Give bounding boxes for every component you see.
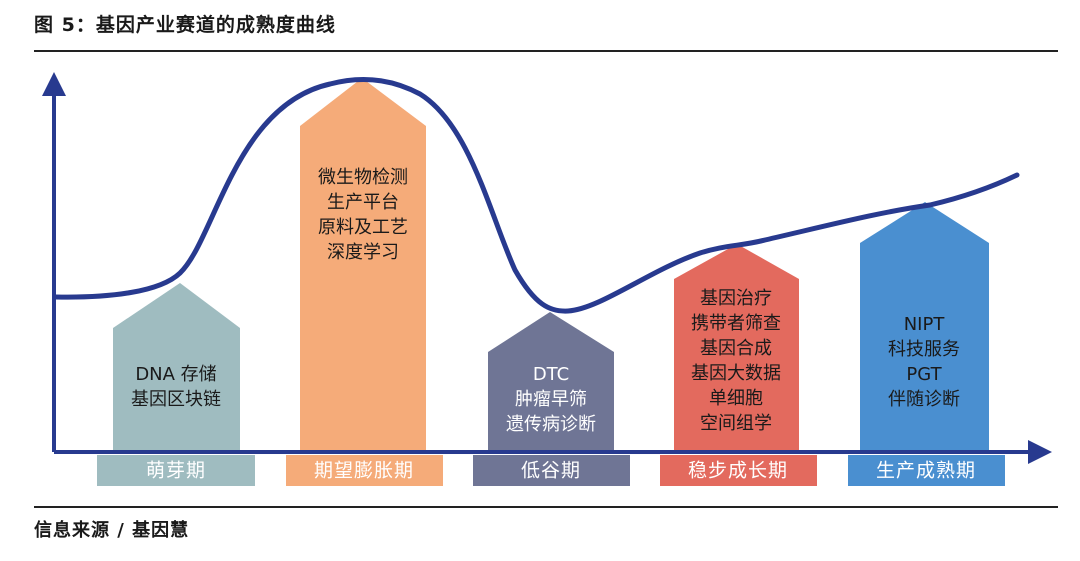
expectation-item: 生产平台: [327, 192, 399, 213]
mature-item: 科技服务: [888, 339, 960, 360]
stage-shape-expectation: [300, 78, 426, 452]
source-note: 信息来源 / 基因慧: [34, 520, 190, 541]
trough-item: DTC: [533, 364, 569, 385]
bottom-rule: [34, 506, 1058, 508]
stage-label-sprouting: 萌芽期: [146, 460, 206, 482]
growth-item: 单细胞: [709, 388, 763, 409]
stage-label-box-expectation: [286, 455, 443, 486]
stage-label-mature: 生产成熟期: [876, 460, 976, 482]
stage-label-box-growth: [660, 455, 817, 486]
stage-shape-growth: [674, 244, 799, 452]
stage-shape-trough: [488, 312, 614, 452]
growth-item: 基因治疗: [700, 288, 772, 309]
stage-label-box-mature: [848, 455, 1005, 486]
mature-item: 伴随诊断: [888, 389, 960, 410]
mature-item: NIPT: [904, 314, 946, 335]
stage-label-box-trough: [473, 455, 630, 486]
stage-label-trough: 低谷期: [521, 460, 581, 482]
top-rule: [34, 50, 1058, 52]
expectation-item: 原料及工艺: [318, 217, 408, 238]
growth-item: 基因大数据: [691, 363, 781, 384]
stage-shape-sprouting: [113, 283, 240, 452]
trough-item: 肿瘤早筛: [515, 389, 587, 410]
growth-item: 空间组学: [700, 413, 772, 434]
maturity-curve: [53, 76, 1020, 314]
mature-item: PGT: [906, 364, 942, 385]
expectation-item: 深度学习: [327, 242, 399, 263]
figure-title: 图 5：基因产业赛道的成熟度曲线: [34, 14, 336, 36]
sprouting-item: 基因区块链: [131, 389, 221, 410]
trough-item: 遗传病诊断: [506, 414, 596, 435]
expectation-item: 微生物检测: [318, 167, 408, 188]
stage-label-growth: 稳步成长期: [688, 460, 788, 482]
stage-label-expectation: 期望膨胀期: [314, 460, 414, 482]
stage-shape-mature: [860, 202, 989, 452]
growth-item: 基因合成: [700, 338, 772, 359]
stage-label-box-sprouting: [97, 455, 255, 486]
growth-item: 携带者筛查: [691, 313, 781, 334]
sprouting-item: DNA 存储: [135, 364, 216, 385]
